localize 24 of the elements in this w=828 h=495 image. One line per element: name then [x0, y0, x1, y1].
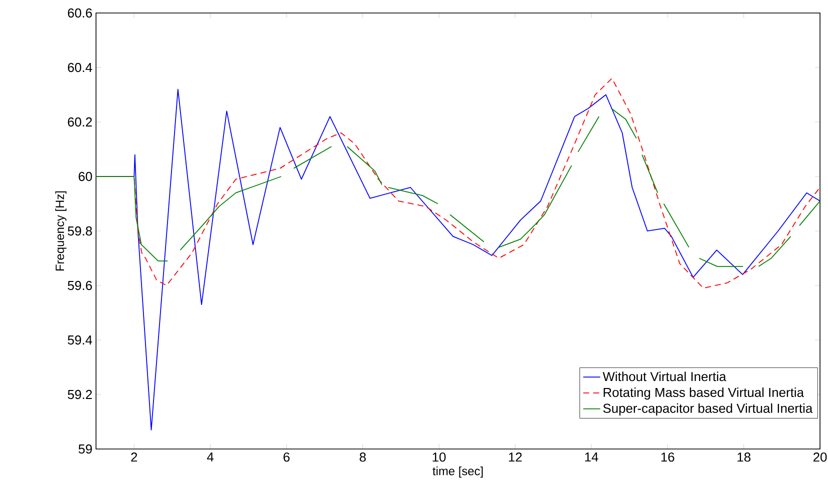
y-tick-label: 60 — [78, 172, 92, 182]
y-tick-label: 59.8 — [68, 226, 92, 236]
x-axis-title: time [sec] — [432, 466, 483, 478]
y-tick-label: 59.2 — [68, 390, 92, 400]
x-tick-label: 12 — [508, 452, 522, 462]
legend-label: Rotating Mass based Virtual Inertia — [604, 388, 804, 400]
x-tick-label: 8 — [360, 452, 366, 462]
y-tick-label: 59.4 — [68, 335, 92, 345]
y-tick-label: 60.2 — [68, 117, 92, 127]
x-tick-label: 14 — [585, 452, 598, 462]
x-tick-label: 18 — [738, 452, 750, 462]
y-tick-label: 60.4 — [68, 62, 92, 72]
legend-label: Without Virtual Inertia — [602, 372, 726, 382]
x-tick-label: 4 — [207, 452, 214, 462]
y-tick-label: 60.6 — [68, 8, 92, 18]
x-tick-label: 10 — [432, 452, 446, 462]
x-tick-label: 6 — [284, 452, 290, 462]
y-tick-label: 59.6 — [68, 280, 92, 290]
y-tick-label: 59 — [78, 444, 92, 454]
x-tick-label: 2 — [131, 452, 138, 462]
x-tick-label: 16 — [661, 452, 674, 462]
x-tick-label: 20 — [813, 452, 827, 462]
legend-label: Super-capacitor based Virtual Inertia — [603, 403, 813, 416]
y-axis-title: Frequency [Hz] — [55, 191, 66, 271]
